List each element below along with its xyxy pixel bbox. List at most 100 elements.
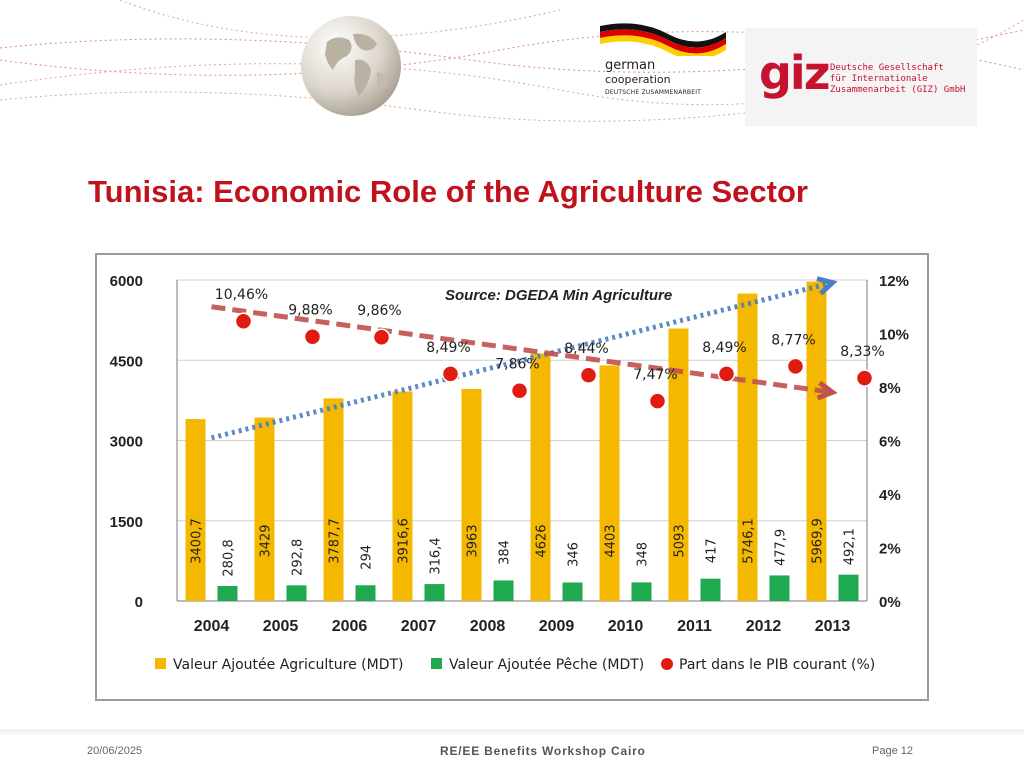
legend-swatch [661,658,673,670]
bar-agriculture-label: 4403 [604,524,619,557]
bar-agriculture-label: 3787,7 [328,518,343,564]
footer-event: RE/EE Benefits Workshop Cairo [440,744,646,758]
german-cooperation-line1: german [605,58,656,73]
bar-peche-label: 348 [636,542,651,567]
y-right-tick-label: 12% [879,273,909,290]
legend-label: Valeur Ajoutée Agriculture (MDT) [173,657,404,673]
pib-point [510,381,529,400]
pib-label: 8,33% [840,344,884,360]
pib-point [441,365,460,383]
pib-label: 7,86% [495,357,539,373]
giz-line2: für Internationale [830,74,928,84]
x-tick-label: 2007 [401,618,437,635]
giz-line3: Zusammenarbeit (GIZ) GmbH [830,85,966,95]
giz-logo: giz Deutsche Gesellschaft für Internatio… [745,28,977,126]
bar-agriculture [254,417,275,601]
bar-agriculture-label: 5746,1 [742,518,757,564]
pib-label: 8,49% [426,340,470,356]
german-flag-wave-icon [600,23,726,60]
bar-peche [700,578,721,601]
bar-agriculture [392,391,413,601]
y-right-tick-label: 4% [879,487,901,504]
source-annotation: Source: DGEDA Min Agriculture [445,287,672,304]
footer-date: 20/06/2025 [87,745,143,757]
globe-icon [301,16,401,116]
pib-label: 7,47% [633,367,677,383]
bar-peche-label: 492,1 [843,528,858,565]
y-right-tick-label: 10% [879,327,909,344]
bar-peche-label: 316,4 [429,537,444,574]
pib-point [648,392,667,410]
bar-peche-label: 417 [705,538,720,563]
x-tick-label: 2011 [677,618,712,635]
pib-point [579,366,598,384]
bar-agriculture [323,398,344,601]
footer [0,735,1024,768]
bar-peche [631,582,652,601]
bar-agriculture [461,388,482,601]
y-right-tick-label: 2% [879,541,901,558]
chart-frame [95,253,929,701]
bar-agriculture-label: 3963 [466,524,481,557]
y-left-tick-label: 3000 [110,434,143,451]
slide-title: Tunisia: Economic Role of the Agricultur… [88,174,808,209]
x-tick-label: 2006 [332,618,368,635]
bar-peche-label: 280,8 [222,539,237,576]
pib-label: 8,49% [702,340,746,356]
bar-peche-label: 294 [360,545,375,570]
bar-agriculture-label: 3916,6 [397,518,412,564]
german-cooperation-line2: cooperation [605,73,671,86]
pib-label: 8,44% [564,341,608,357]
x-tick-label: 2009 [539,618,575,635]
bar-peche [493,580,514,601]
y-right-tick-label: 0% [879,594,901,611]
legend-label: Valeur Ajoutée Pêche (MDT) [449,657,644,673]
pib-point [303,327,322,346]
pib-label: 9,88% [288,303,332,319]
bar-agriculture [530,353,551,601]
x-tick-label: 2012 [746,618,782,635]
bar-agriculture-label: 3400,7 [190,518,205,564]
pib-point [855,369,874,387]
bar-agriculture-label: 5969,9 [811,518,826,564]
y-right-tick-label: 6% [879,434,901,451]
x-tick-label: 2013 [815,618,851,635]
y-left-tick-label: 6000 [110,273,143,290]
legend-swatch [155,658,166,669]
y-left-tick-label: 1500 [110,514,143,531]
y-left-tick-label: 4500 [110,353,143,370]
bar-peche [355,585,376,601]
bar-agriculture-label: 3429 [259,524,274,557]
pib-point [786,357,805,376]
x-tick-label: 2005 [263,618,299,635]
legend-label: Part dans le PIB courant (%) [679,657,875,673]
trend-line [210,280,834,441]
giz-line1: Deutsche Gesellschaft [830,63,944,73]
footer-page-number: Page 12 [872,745,913,757]
bar-agriculture [185,419,206,601]
giz-wordmark: giz [759,46,830,100]
x-tick-label: 2010 [608,618,644,635]
trend-arrowhead [816,276,838,296]
legend-swatch [431,658,442,669]
bar-peche [769,575,790,601]
german-cooperation-line3: DEUTSCHE ZUSAMMENARBEIT [605,89,702,96]
bar-peche [838,574,859,601]
pib-label: 10,46% [215,287,268,303]
y-left-tick-label: 0 [135,594,143,611]
bar-peche [217,585,238,601]
bar-peche-label: 384 [498,540,513,565]
footer-divider [0,729,1024,737]
bar-peche-label: 292,8 [291,539,306,576]
x-tick-label: 2004 [194,618,230,635]
bar-peche [424,584,445,601]
y-right-tick-label: 8% [879,380,901,397]
bar-agriculture [599,365,620,601]
bar-agriculture-label: 4626 [535,524,550,557]
pib-point [717,365,736,383]
bar-peche [286,585,307,601]
bar-peche-label: 346 [567,542,582,567]
pib-label: 8,77% [771,332,815,348]
pib-point [372,328,391,346]
bar-agriculture [737,293,758,601]
